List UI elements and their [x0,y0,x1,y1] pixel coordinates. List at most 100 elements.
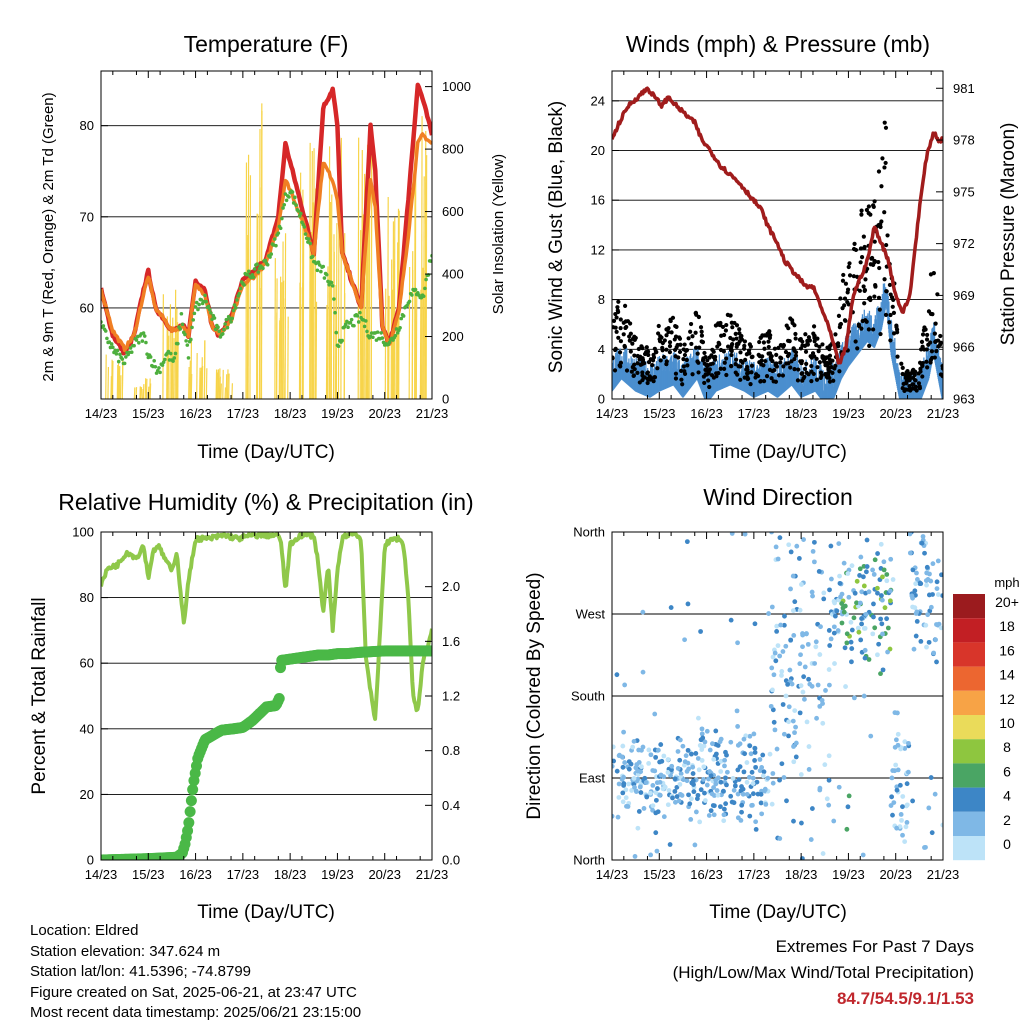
wind-direction-point [711,785,716,790]
wind-direction-point [811,559,817,565]
wind-direction-point [794,543,800,549]
gust-point [843,318,848,323]
gust-point [683,348,688,353]
wind-direction-point [760,773,766,779]
gust-point [618,326,623,331]
gust-point [815,365,820,370]
gust-point [681,364,686,369]
dewpoint-point [379,331,383,335]
wind-direction-x-tick-label: 20/23 [879,867,912,882]
dewpoint-point [352,323,356,328]
wind-direction-point [879,593,884,598]
wind-direction-point [744,791,750,797]
wind-direction-point [737,764,743,770]
wind-direction-point [880,667,886,673]
wind-direction-point [752,621,758,627]
gust-point [706,371,711,376]
gust-point [703,354,708,360]
wind-direction-point [732,783,738,789]
gust-point [613,325,618,330]
gust-point [780,373,786,378]
gust-point [621,332,626,337]
gust-point [793,336,798,341]
temperature-x-tick-label: 14/23 [85,406,118,421]
wind-direction-point [805,641,811,647]
gust-point [662,338,667,343]
temperature-y2-tick-label: 1000 [442,79,471,94]
wind-direction-point [755,791,761,797]
wind-direction-point [861,693,867,699]
wind-direction-point [781,622,787,628]
gust-point [730,325,735,330]
gust-point [758,379,763,384]
gust-point [798,359,803,364]
gust-point [733,361,738,367]
humidity-x-tick-label: 18/23 [274,867,307,882]
dewpoint-point [120,357,125,361]
winds-y2-label: Station Pressure (Maroon) [998,123,1019,346]
gust-point [644,350,649,355]
gust-point [672,347,678,353]
gust-point [685,363,690,368]
wind-direction-point [773,658,779,664]
dewpoint-point [220,332,225,336]
wind-direction-point [788,586,793,592]
wind-direction-point [721,818,727,824]
gust-point [718,366,723,371]
gust-point [826,367,831,372]
dewpoint-point [303,232,308,236]
wind-direction-point [841,609,847,615]
dewpoint-point [246,269,251,274]
temperature-x-tick-label: 18/23 [274,406,307,421]
wind-direction-point [777,653,783,659]
dewpoint-point [153,364,158,369]
gust-point [862,301,867,306]
gust-point [907,378,912,383]
wind-direction-point [793,754,799,760]
wind-direction-point [615,814,621,820]
wind-direction-point [746,774,752,780]
wind-direction-point [631,738,637,744]
wind-direction-point [813,639,819,645]
wind-direction-point [852,590,858,596]
colorbar-swatch [953,787,985,812]
gust-point [709,373,715,378]
gust-point [786,351,792,357]
wind-direction-point [689,751,694,757]
wind-direction-point [782,613,787,619]
gust-point [802,374,807,379]
wind-direction-point [934,586,940,592]
wind-direction-point [902,839,908,845]
gust-point [739,337,745,342]
gust-point [650,358,656,363]
wind-direction-point [770,687,775,693]
gust-point [746,351,751,356]
gust-point [757,339,762,345]
temperature-y2-tick-label: 800 [442,142,464,157]
gust-point [889,295,895,300]
wind-direction-point [621,781,627,786]
gust-point [795,378,801,383]
wind-direction-point [644,794,650,800]
gust-point [705,363,710,368]
wind-direction-point [872,557,878,563]
wind-direction-point [820,851,826,856]
colorbar-swatch [953,811,985,836]
gust-point [851,246,857,252]
wind-direction-point [858,554,864,560]
gust-point [622,303,628,308]
wind-direction-point [739,784,744,789]
gust-point [871,327,876,332]
humidity-y-tick-label: 60 [80,656,94,671]
wind-direction-point [612,758,617,764]
wind-direction-point [742,751,748,757]
wind-direction-point [723,801,729,807]
gust-point [792,367,797,372]
wind-direction-point [806,676,811,682]
gust-point [761,340,766,345]
colorbar-label: 16 [999,642,1015,658]
dewpoint-point [217,329,222,334]
gust-point [764,374,770,379]
wind-direction-point [672,776,678,782]
wind-direction-point [675,749,681,754]
